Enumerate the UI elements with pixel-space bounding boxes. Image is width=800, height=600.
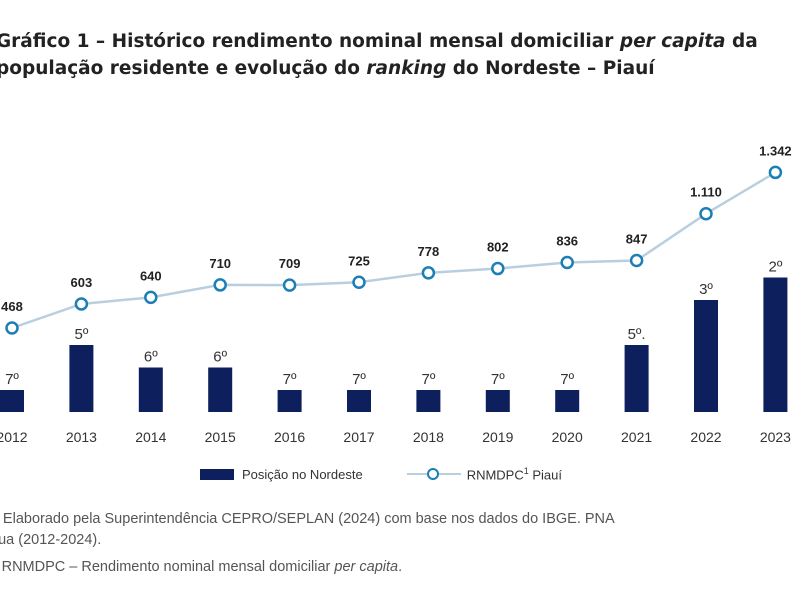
line-label-2015: 710 bbox=[209, 256, 231, 271]
line-label-2019: 802 bbox=[487, 240, 509, 255]
line-label-2017: 725 bbox=[348, 253, 370, 268]
legend-marker-icon bbox=[426, 468, 439, 481]
x-tick-2021: 2021 bbox=[621, 429, 652, 445]
bar-label-2020: 7º bbox=[560, 371, 574, 388]
bar-2021 bbox=[624, 345, 649, 412]
line-point-2023 bbox=[768, 165, 783, 180]
line-point-2014 bbox=[144, 290, 158, 305]
bar-2014 bbox=[138, 367, 163, 412]
x-tick-2015: 2015 bbox=[205, 429, 236, 445]
chart-title: Gráfico 1 – Histórico rendimento nominal… bbox=[0, 28, 796, 82]
labels-layer: 7º 5º 6º 6º 7º 7º 7º 7º 7º 5º. 3º 2º 468 603 640 710 709… bbox=[1, 143, 792, 388]
source-note: e: Elaborado pela Superintendência CEPRO… bbox=[0, 509, 800, 530]
title-text: população residente e evolução do bbox=[0, 58, 367, 79]
title-text: da bbox=[725, 31, 758, 52]
line-point-2013 bbox=[74, 297, 89, 311]
chart-title-line-2: população residente e evolução do rankin… bbox=[0, 55, 796, 82]
x-tick-2020: 2020 bbox=[552, 429, 583, 445]
bar-label-2019: 7º bbox=[491, 371, 505, 388]
line-point-2018 bbox=[421, 266, 436, 280]
x-tick-2022: 2022 bbox=[690, 429, 721, 445]
line-label-2018: 778 bbox=[418, 244, 440, 259]
title-text: do Nordeste – Piauí bbox=[446, 58, 655, 79]
legend-line-swatch bbox=[406, 467, 461, 481]
bar-2015 bbox=[208, 367, 233, 412]
footnote-text: RNMDPC – Rendimento nominal mensal domic… bbox=[0, 558, 335, 575]
line-label-2016: 709 bbox=[279, 256, 301, 271]
bar-2013 bbox=[69, 345, 94, 412]
bars-layer bbox=[0, 277, 788, 412]
line-point-2020 bbox=[560, 255, 574, 270]
title-italic: ranking bbox=[366, 58, 447, 79]
legend-line-text: RNMDPC bbox=[466, 467, 524, 483]
source-note-cont: ínua (2012-2024). bbox=[0, 530, 800, 551]
source-text-cont: ínua (2012-2024). bbox=[0, 532, 102, 548]
line-label-2021: 847 bbox=[626, 232, 648, 247]
source-text: Elaborado pela Superintendência CEPRO/SE… bbox=[0, 511, 615, 527]
line-label-2014: 640 bbox=[140, 268, 162, 283]
combo-chart: 7º 5º 6º 6º 7º 7º 7º 7º 7º 5º. 3º 2º 468 603 640 710 709… bbox=[0, 143, 792, 445]
legend-line-suffix: Piauí bbox=[528, 467, 563, 483]
line-point-2015 bbox=[213, 278, 227, 292]
bar-label-2022: 3º bbox=[699, 281, 713, 298]
chart-title-line-1: Gráfico 1 – Histórico rendimento nominal… bbox=[0, 28, 796, 55]
line-point-2022 bbox=[699, 206, 713, 221]
footnote: :1 RNMDPC – Rendimento nominal mensal do… bbox=[0, 551, 800, 578]
x-tick-2016: 2016 bbox=[274, 429, 305, 445]
title-italic: per capita bbox=[619, 31, 726, 52]
line-point-2019 bbox=[491, 261, 505, 276]
line-label-2020: 836 bbox=[556, 233, 578, 248]
title-text: Gráfico 1 – Histórico rendimento nominal… bbox=[0, 31, 620, 52]
footer-notes: e: Elaborado pela Superintendência CEPRO… bbox=[0, 509, 800, 578]
bar-2017 bbox=[347, 390, 371, 412]
x-tick-2019: 2019 bbox=[482, 429, 513, 445]
bar-label-2017: 7º bbox=[352, 371, 366, 388]
line-label-2013: 603 bbox=[71, 275, 93, 290]
line-label-2023: 1.342 bbox=[759, 143, 792, 158]
bar-label-2012: 7º bbox=[5, 371, 19, 388]
x-tick-2017: 2017 bbox=[343, 429, 374, 445]
bar-label-2016: 7º bbox=[283, 371, 297, 388]
bar-2020 bbox=[555, 390, 580, 412]
x-tick-2018: 2018 bbox=[413, 429, 444, 445]
line-label-2022: 1.110 bbox=[690, 185, 722, 200]
bar-label-2023: 2º bbox=[768, 259, 782, 276]
bar-label-2014: 6º bbox=[144, 349, 158, 366]
legend-bar-label: Posição no Nordeste bbox=[242, 466, 363, 482]
line-layer bbox=[5, 165, 783, 335]
bar-label-2015: 6º bbox=[213, 349, 227, 366]
line-label-2012: 468 bbox=[1, 299, 23, 314]
legend-line-sup: 1 bbox=[523, 466, 529, 476]
bar-label-2013: 5º bbox=[74, 326, 88, 343]
line-series bbox=[11, 171, 777, 330]
x-tick-2012: 2012 bbox=[0, 429, 28, 445]
bar-label-2021: 5º. bbox=[628, 326, 646, 343]
bar-2018 bbox=[416, 390, 441, 412]
x-tick-2014: 2014 bbox=[135, 429, 166, 445]
legend: Posição no Nordeste RNMDPC1 Piauí bbox=[200, 466, 562, 482]
bar-2019 bbox=[485, 390, 510, 412]
x-axis: 2012 2013 2014 2015 2016 2017 2018 2019 2020 2021… bbox=[0, 429, 791, 445]
line-point-2016 bbox=[282, 278, 297, 292]
legend-bar-swatch bbox=[200, 468, 234, 480]
line-point-2021 bbox=[629, 253, 644, 268]
line-point-2012 bbox=[5, 321, 19, 335]
footnote-end: . bbox=[398, 558, 403, 575]
legend-line-label: RNMDPC1 Piauí bbox=[467, 466, 562, 482]
bar-2023 bbox=[763, 277, 788, 412]
bar-label-2018: 7º bbox=[421, 371, 435, 388]
footnote-italic: per capita bbox=[334, 558, 399, 575]
x-tick-2013: 2013 bbox=[66, 429, 97, 445]
line-point-2017 bbox=[352, 275, 366, 290]
bar-2016 bbox=[277, 390, 302, 412]
bar-2012 bbox=[0, 390, 24, 412]
bar-2022 bbox=[694, 300, 718, 412]
x-tick-2023: 2023 bbox=[760, 429, 791, 445]
